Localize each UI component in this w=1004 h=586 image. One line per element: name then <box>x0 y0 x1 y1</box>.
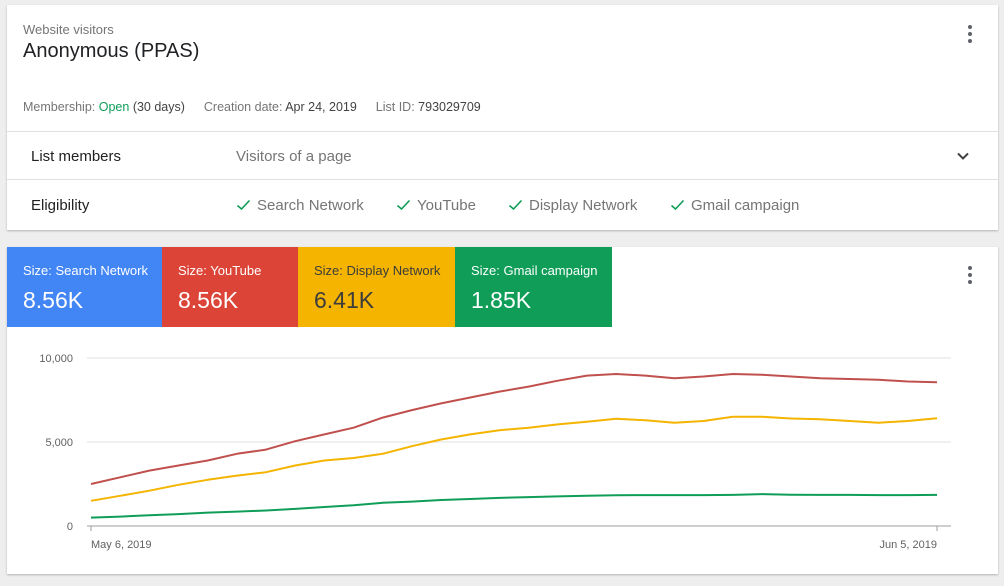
series-line-2 <box>90 493 938 519</box>
eligibility-item-search-network: Search Network <box>236 180 364 230</box>
membership-duration: (30 days) <box>132 100 185 114</box>
size-tile-label: Size: Search Network <box>23 263 148 278</box>
membership-label: Membership: <box>23 100 96 114</box>
y-tick-label: 0 <box>67 521 73 533</box>
creation-date-value: Apr 24, 2019 <box>285 100 357 114</box>
eligibility-item-label: YouTube <box>417 196 476 214</box>
x-tick-label: Jun 5, 2019 <box>880 539 938 551</box>
more-vert-icon[interactable] <box>962 266 978 284</box>
audience-size-card: Size: Search Network 8.56K Size: YouTube… <box>7 247 998 574</box>
size-tile-value: 8.56K <box>178 287 239 313</box>
size-tile-gmail-campaign[interactable]: Size: Gmail campaign 1.85K <box>455 247 612 327</box>
eligibility-item-label: Gmail campaign <box>691 196 800 214</box>
size-tile-label: Size: Display Network <box>314 263 441 278</box>
eligibility-row: Eligibility Search Network YouTube Displ… <box>7 179 998 230</box>
size-tile-search-network[interactable]: Size: Search Network 8.56K <box>7 247 162 327</box>
check-icon <box>236 199 251 211</box>
list-id-label: List ID: <box>375 100 415 114</box>
y-tick-label: 5,000 <box>45 437 73 449</box>
membership-status: Open <box>98 100 130 114</box>
list-members-row[interactable]: List members Visitors of a page <box>7 131 998 180</box>
size-tile-youtube[interactable]: Size: YouTube 8.56K <box>162 247 298 327</box>
size-tile-display-network[interactable]: Size: Display Network 6.41K <box>298 247 455 327</box>
check-icon <box>508 199 523 211</box>
size-tiles: Size: Search Network 8.56K Size: YouTube… <box>7 247 612 327</box>
chevron-down-icon[interactable] <box>956 149 970 163</box>
card-subtitle: Website visitors <box>23 22 114 37</box>
list-members-label: List members <box>31 147 122 165</box>
audience-meta: Membership: Open (30 days) Creation date… <box>23 100 481 114</box>
audience-info-card: Website visitors Anonymous (PPAS) Member… <box>7 5 998 230</box>
eligibility-item-display-network: Display Network <box>508 180 637 230</box>
eligibility-item-label: Display Network <box>529 196 638 214</box>
eligibility-item-youtube: YouTube <box>396 180 476 230</box>
creation-date-label: Creation date: <box>203 100 283 114</box>
x-tick-label: May 6, 2019 <box>91 539 152 551</box>
size-tile-label: Size: Gmail campaign <box>471 263 598 278</box>
size-tile-value: 6.41K <box>314 287 375 313</box>
audience-title: Anonymous (PPAS) <box>23 40 200 62</box>
check-icon <box>670 199 685 211</box>
size-tile-value: 8.56K <box>23 287 84 313</box>
list-id-value: 793029709 <box>418 100 481 114</box>
check-icon <box>396 199 411 211</box>
eligibility-label: Eligibility <box>31 196 90 214</box>
eligibility-item-gmail-campaign: Gmail campaign <box>670 180 799 230</box>
size-tile-value: 1.85K <box>471 287 532 313</box>
y-tick-label: 10,000 <box>39 353 73 365</box>
series-line-1 <box>90 415 938 502</box>
series-line-0 <box>90 373 938 485</box>
size-tile-label: Size: YouTube <box>178 263 262 278</box>
list-members-value: Visitors of a page <box>236 147 352 165</box>
more-vert-icon[interactable] <box>962 25 978 43</box>
audience-size-line-chart: 0 5,000 10,000 May 6, 2019 Jun 5, 2019 <box>39 353 951 551</box>
eligibility-item-label: Search Network <box>257 196 364 214</box>
